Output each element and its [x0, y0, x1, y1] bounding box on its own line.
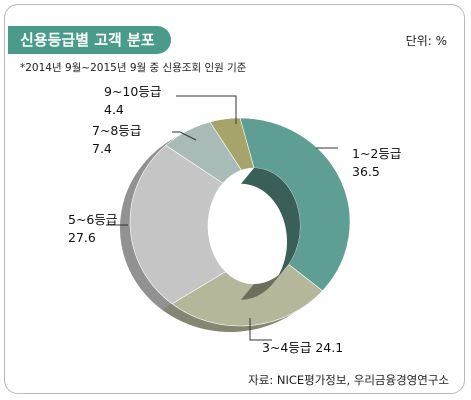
value-label-1: 36.5 — [352, 164, 380, 179]
unit-label: 단위: % — [405, 34, 447, 48]
category-label-2: 3~4등급 24.1 — [262, 340, 343, 355]
source-note: 자료: NICE평가정보, 우리금융경영연구소 — [248, 373, 449, 387]
leader-line-5 — [176, 95, 237, 124]
category-label-3: 5~6등급 — [68, 212, 117, 227]
value-label-3: 27.6 — [68, 230, 96, 245]
chart-title: 신용등급별 고객 분포 — [8, 26, 171, 54]
chart-subtitle: *2014년 9월~2015년 9월 중 신용조회 인원 기준 — [20, 62, 247, 74]
category-label-5: 9~10등급 — [104, 84, 161, 99]
value-label-5: 4.4 — [104, 102, 124, 117]
donut-inner-wall-1 — [241, 168, 300, 281]
value-label-4: 7.4 — [92, 141, 112, 156]
donut-inner-wall-2 — [241, 264, 289, 300]
category-label-1: 1~2등급 — [352, 146, 401, 161]
leader-line-4 — [172, 131, 197, 141]
leader-line-2 — [249, 318, 272, 341]
category-label-4: 7~8등급 — [92, 123, 141, 138]
